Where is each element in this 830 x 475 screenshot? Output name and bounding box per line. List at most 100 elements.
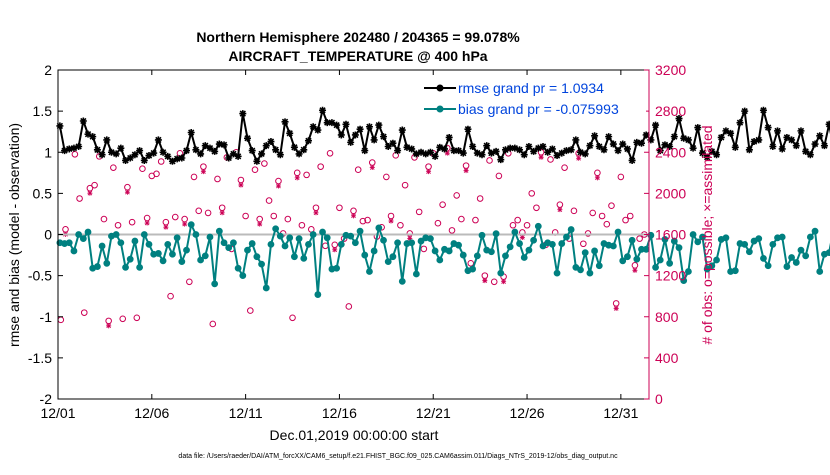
- bias-point: [642, 245, 650, 253]
- bias-point: [291, 253, 298, 261]
- obs-possible-point: [214, 175, 221, 183]
- obs-possible-point: [195, 207, 203, 215]
- bias-point: [248, 240, 256, 247]
- bias-point: [319, 228, 326, 236]
- obs-possible-point: [368, 159, 376, 166]
- bias-point: [206, 233, 214, 241]
- bias-point: [380, 236, 387, 244]
- obs-assimilated-point: [332, 247, 338, 253]
- bias-point: [497, 269, 505, 277]
- bias-point: [633, 255, 641, 263]
- obs-assimilated-point: [632, 267, 638, 273]
- rmse-point: [450, 147, 458, 155]
- obs-possible-point: [218, 204, 226, 212]
- bias-point: [511, 228, 519, 236]
- obs-possible-point: [453, 192, 460, 199]
- rmse-point: [614, 147, 622, 155]
- rmse-point: [548, 145, 556, 153]
- rmse-point: [380, 133, 388, 141]
- bias-point: [131, 237, 139, 245]
- bias-point: [398, 277, 406, 285]
- bias-point: [619, 257, 627, 265]
- bias-point: [788, 254, 795, 261]
- rmse-point: [656, 147, 664, 155]
- rmse-point: [778, 145, 786, 153]
- rmse-point: [445, 133, 453, 141]
- rmse-point: [703, 153, 711, 161]
- x-tick-label: 12/21: [416, 405, 451, 421]
- rmse-point: [661, 141, 669, 149]
- bias-point: [539, 242, 547, 250]
- rmse-point: [722, 127, 730, 135]
- rmse-point: [469, 142, 477, 150]
- obs-assimilated-point: [87, 190, 93, 196]
- legend-box: [420, 76, 646, 118]
- bias-point: [816, 268, 824, 275]
- obs-assimilated-point: [144, 220, 150, 226]
- bias-point: [103, 259, 111, 267]
- bias-point: [492, 230, 500, 238]
- rmse-point: [79, 117, 87, 125]
- right-axis: 0 400 800 1200 1600 2000 2400 2800 3200: [644, 62, 686, 407]
- bias-point: [680, 277, 688, 284]
- obs-possible-point: [354, 166, 362, 174]
- bias-point: [225, 244, 233, 252]
- obs-possible-point: [265, 197, 273, 204]
- obs-possible-point: [284, 215, 292, 223]
- obs-possible-point: [71, 151, 79, 158]
- obs-possible-point: [472, 216, 479, 224]
- rmse-point: [323, 119, 331, 127]
- rmse-point: [619, 140, 627, 148]
- obs-possible-point: [336, 204, 343, 212]
- bias-point: [305, 240, 312, 248]
- bias-point: [595, 262, 603, 270]
- y-axis-label-left: rmse and bias (model - observation): [6, 123, 22, 347]
- rmse-point: [581, 150, 589, 158]
- rmse-point: [276, 151, 284, 159]
- obs-possible-point: [603, 220, 611, 228]
- rmse-point: [262, 142, 270, 150]
- obs-assimilated-point: [388, 218, 394, 224]
- bias-point: [192, 231, 200, 238]
- obs-possible-point: [397, 221, 404, 229]
- left-axis: -2 -1.5 -1 -0.5 0 0.5 1 1.5 2: [28, 62, 63, 407]
- obs-assimilated-point: [106, 323, 112, 329]
- bias-point: [473, 252, 481, 260]
- obs-possible-point: [486, 157, 493, 164]
- y-tick-label-right: 2400: [655, 144, 686, 160]
- bias-point: [520, 254, 528, 261]
- rmse-point: [788, 136, 796, 144]
- obs-possible-point: [303, 171, 310, 179]
- obs-possible-point: [133, 314, 141, 322]
- rmse-point: [131, 151, 139, 159]
- bias-point: [258, 260, 265, 268]
- bias-point: [337, 240, 345, 248]
- bias-point: [220, 239, 228, 247]
- obs-possible-point: [261, 160, 268, 167]
- bias-point: [675, 244, 683, 252]
- bias-point: [745, 248, 753, 256]
- rmse-point: [126, 154, 134, 162]
- bias-point: [609, 242, 617, 250]
- bias-point: [558, 240, 566, 247]
- obs-possible-point: [204, 209, 212, 217]
- obs-assimilated-point: [482, 278, 488, 284]
- rmse-point: [525, 142, 533, 150]
- bias-point: [136, 264, 144, 271]
- obs-possible-point: [181, 215, 188, 223]
- obs-possible-point: [162, 218, 170, 226]
- y-tick-label-left: -1: [40, 309, 53, 325]
- obs-possible-point: [350, 207, 357, 215]
- bias-point: [75, 231, 83, 238]
- x-axis-label: Dec.01,2019 00:00:00 start: [270, 427, 439, 443]
- bias-point: [825, 249, 830, 256]
- y-tick-label-left: 0: [44, 227, 52, 243]
- obs-possible-point: [105, 317, 112, 325]
- rmse-point: [426, 148, 434, 156]
- obs-possible-point: [364, 216, 371, 224]
- rmse-point: [689, 144, 697, 152]
- bias-point: [314, 291, 322, 298]
- obs-possible-point: [100, 215, 108, 223]
- chart-subtitle: AIRCRAFT_TEMPERATURE @ 400 hPa: [228, 48, 487, 64]
- rmse-point: [333, 121, 341, 129]
